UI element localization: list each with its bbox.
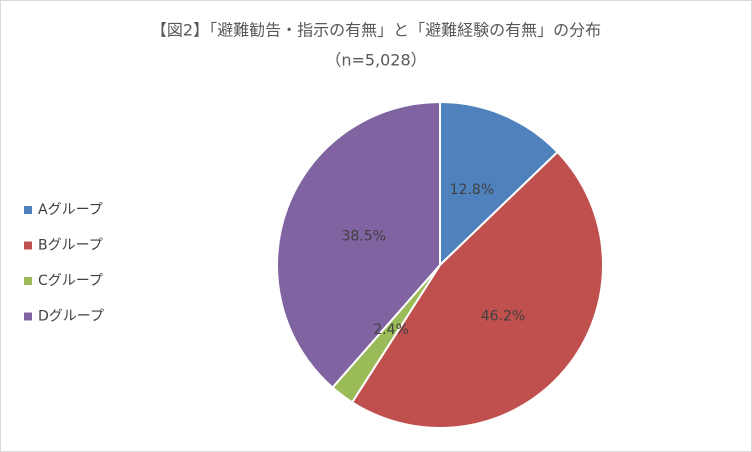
pie-slice <box>350 150 604 429</box>
legend-swatch <box>24 241 32 250</box>
data-label: 38.5% <box>341 228 385 244</box>
chart-title: 【図2】「避難勧告・指示の有無」と「避難経験の有無」の分布 <box>151 21 601 40</box>
data-label: 46.2% <box>481 309 525 325</box>
data-label: 12.8% <box>450 182 494 198</box>
pie-slice <box>439 100 559 268</box>
legend-label: Bグループ <box>38 238 103 254</box>
legend-swatch <box>24 312 32 321</box>
legend-swatch <box>24 277 32 285</box>
data-label: 2.4% <box>373 322 409 338</box>
legend-label: Dグループ <box>38 309 104 325</box>
legend-swatch <box>24 206 32 214</box>
chart-subtitle: （n=5,028） <box>325 51 426 70</box>
legend-label: Aグループ <box>38 202 103 218</box>
legend-label: Cグループ <box>38 273 103 289</box>
pie-slice <box>276 100 441 389</box>
